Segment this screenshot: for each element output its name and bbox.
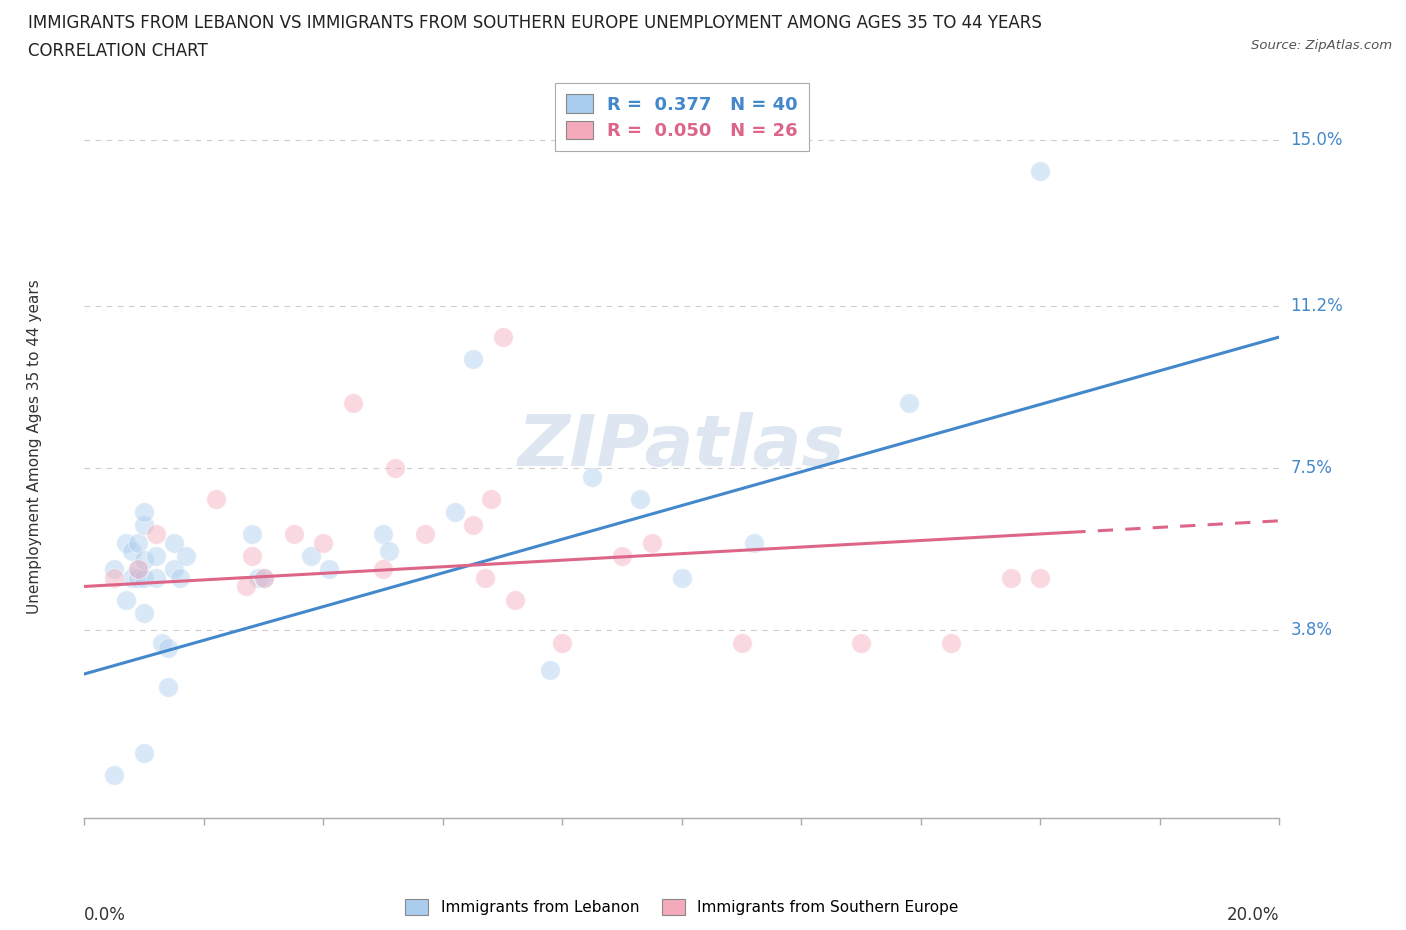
Text: 15.0%: 15.0% (1291, 131, 1343, 149)
Point (283, 526, 305, 541)
Text: CORRELATION CHART: CORRELATION CHART (28, 42, 208, 60)
Point (851, 636, 873, 651)
Point (115, 592, 138, 607)
Text: Unemployment Among Ages 35 to 44 years: Unemployment Among Ages 35 to 44 years (27, 279, 42, 614)
Point (121, 544, 143, 559)
Point (132, 518, 156, 533)
Point (127, 570, 149, 585)
Point (474, 570, 496, 585)
Point (132, 745, 156, 760)
Point (551, 636, 574, 651)
Point (240, 549, 263, 564)
Point (150, 636, 173, 651)
Point (132, 570, 156, 585)
Point (612, 549, 634, 564)
Point (115, 536, 138, 551)
Point (145, 526, 167, 541)
Point (731, 636, 754, 651)
Point (378, 544, 401, 559)
Point (157, 680, 180, 695)
Point (373, 526, 395, 541)
Point (121, 570, 143, 585)
Text: 0.0%: 0.0% (84, 906, 127, 923)
Point (246, 570, 269, 585)
Point (312, 536, 335, 551)
Legend: Immigrants from Lebanon, Immigrants from Southern Europe: Immigrants from Lebanon, Immigrants from… (399, 893, 965, 922)
Point (169, 570, 191, 585)
Point (205, 491, 228, 506)
Point (301, 549, 323, 564)
Point (384, 461, 406, 476)
Point (461, 518, 484, 533)
Point (939, 636, 962, 651)
Text: 3.8%: 3.8% (1291, 621, 1333, 639)
Point (581, 470, 603, 485)
Point (461, 352, 484, 366)
Point (145, 570, 167, 585)
Point (373, 562, 395, 577)
Text: Source: ZipAtlas.com: Source: ZipAtlas.com (1251, 39, 1392, 52)
Point (132, 605, 156, 620)
Text: ZIPatlas: ZIPatlas (519, 412, 845, 481)
Point (671, 570, 693, 585)
Point (413, 526, 436, 541)
Point (127, 536, 149, 551)
Point (540, 662, 562, 677)
Point (163, 536, 186, 551)
Point (127, 562, 149, 577)
Point (479, 491, 502, 506)
Point (240, 526, 263, 541)
Point (1000, 570, 1022, 585)
Point (503, 592, 526, 607)
Point (103, 570, 125, 585)
Point (103, 767, 125, 782)
Text: IMMIGRANTS FROM LEBANON VS IMMIGRANTS FROM SOUTHERN EUROPE UNEMPLOYMENT AMONG AG: IMMIGRANTS FROM LEBANON VS IMMIGRANTS FR… (28, 14, 1042, 32)
Text: 11.2%: 11.2% (1291, 298, 1343, 315)
Point (444, 505, 467, 520)
Point (174, 549, 197, 564)
Point (163, 562, 186, 577)
Point (742, 536, 765, 551)
Point (235, 579, 257, 594)
Point (132, 552, 156, 567)
Point (157, 640, 180, 655)
Point (103, 562, 125, 577)
Text: 20.0%: 20.0% (1227, 906, 1279, 923)
Point (253, 570, 276, 585)
Point (253, 570, 276, 585)
Point (1029, 570, 1052, 585)
Point (127, 562, 149, 577)
Point (318, 562, 340, 577)
Point (342, 395, 364, 410)
Point (145, 549, 167, 564)
Point (1029, 164, 1052, 179)
Point (492, 329, 515, 344)
Text: 7.5%: 7.5% (1291, 459, 1333, 477)
Point (628, 491, 651, 506)
Point (132, 505, 156, 520)
Point (641, 536, 664, 551)
Point (898, 395, 921, 410)
